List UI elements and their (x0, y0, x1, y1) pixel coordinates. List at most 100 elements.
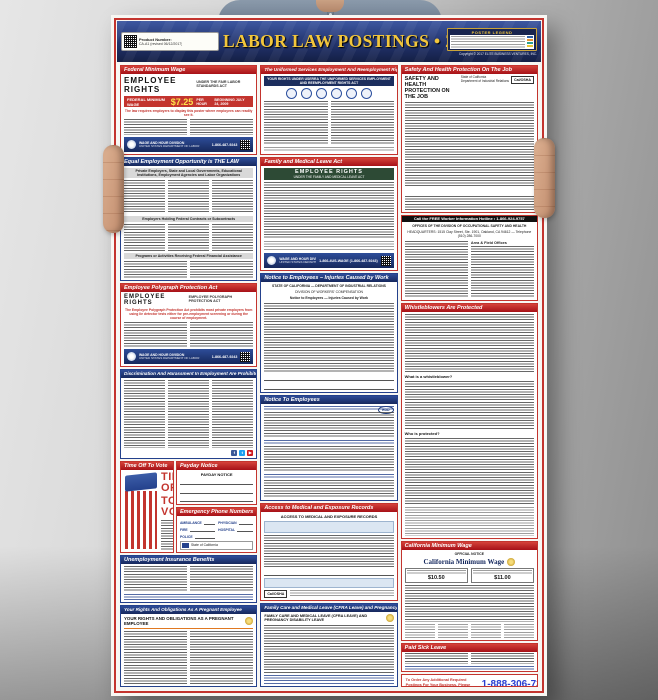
flsa-subtitle: UNDER THE FAIR LABOR STANDARDS ACT (196, 80, 241, 88)
text-lines (406, 570, 466, 575)
dol-seal-icon (127, 140, 136, 149)
area-field-offices-label: Area & Field Offices (470, 240, 507, 245)
text-lines (124, 180, 166, 214)
highlight-box (264, 521, 394, 533)
agency-lines: State of California Department of Indust… (461, 75, 509, 84)
form-line (264, 383, 394, 390)
emergency-label: POLICE (179, 535, 193, 539)
form-line (264, 569, 394, 576)
flag-stripes (125, 491, 157, 549)
footer-dept: UNITED STATES DEPARTMENT OF LABOR (139, 355, 200, 360)
flsa-title-row: EMPLOYEE RIGHTS UNDER THE FAIR LABOR STA… (124, 76, 253, 94)
dol-footer-bar: WAGE AND HOUR DIVISION UNITED STATES DEP… (264, 253, 394, 268)
twitter-icon: t (239, 450, 246, 456)
military-seal-icon (285, 88, 297, 99)
eeo-subheader-financial-assistance: Programs or Activities Receiving Federal… (124, 253, 254, 260)
official-notice-label: OFFICIAL NOTICE (454, 552, 484, 556)
section-header: The Uniformed Services Employment And Re… (261, 66, 397, 74)
text-lines (124, 380, 166, 448)
section-header: Access to Medical and Exposure Records (261, 504, 397, 512)
text-lines (264, 241, 394, 251)
eeo-subheader-private-employers: Private Employers, State and Local Gover… (124, 168, 254, 179)
state-note-box: State of California (179, 541, 254, 550)
form-line (189, 525, 216, 532)
ca-minimum-wage-title: California Minimum Wage (423, 558, 505, 567)
social-icons-row: f t ▶ (124, 450, 254, 456)
form-line (238, 518, 254, 525)
poster-title: LABOR LAW POSTINGS • 2018 (223, 31, 447, 51)
section-order-bar: To Order Any Additional Required Posting… (400, 674, 538, 687)
payday-form-title: PAYDAY NOTICE (200, 472, 233, 477)
text-lines (212, 180, 254, 214)
blue-link-line (404, 666, 534, 670)
order-phone-number: 1-888-306-7377 (481, 679, 537, 687)
fmla-subtitle: UNDER THE FAMILY AND MEDICAL LEAVE ACT (293, 175, 365, 179)
qr-code-icon (380, 255, 391, 266)
form-line (237, 525, 254, 532)
worker-hotline-bar: Call the FREE Worker Information Hotline… (401, 216, 537, 222)
form-line (203, 518, 216, 525)
legend-swatch-yellow (527, 45, 533, 48)
emergency-label: HOSPITAL (218, 528, 236, 532)
legend-swatch-blue (527, 35, 533, 38)
section-california-minimum-wage: California Minimum Wage OFFICIAL NOTICE … (400, 541, 538, 641)
text-lines (451, 35, 525, 48)
text-lines (264, 445, 394, 472)
military-seal-icon (360, 88, 372, 99)
rate-cell-large-employers: $11.00 (470, 568, 534, 584)
state-note-text: State of California (190, 543, 218, 548)
section-header: Family and Medical Leave Act (261, 158, 397, 166)
text-lines (330, 101, 394, 145)
section-employee-polygraph-protection-act: Employee Polygraph Protection Act EMPLOY… (120, 283, 258, 367)
footer-agency: WAGE AND HOUR DIVISION (279, 256, 317, 261)
footer-dept: UNITED STATES DEPARTMENT OF LABOR (139, 143, 200, 148)
section-unemployment-insurance: Unemployment Insurance Benefits (120, 555, 258, 603)
section-header: Federal Minimum Wage (121, 66, 257, 74)
text-lines (168, 180, 210, 214)
text-lines (212, 224, 254, 252)
legend-color-swatches (527, 35, 533, 48)
section-equal-employment-opportunity: Equal Employment Opportunity is THE LAW … (120, 157, 258, 281)
employee-rights-title: EMPLOYEE RIGHTS (124, 76, 177, 94)
text-lines (264, 182, 394, 239)
blue-subhead-lines (264, 406, 394, 410)
text-lines (190, 261, 254, 278)
section-pregnant-employee-rights: Your Rights And Obligations As A Pregnan… (120, 605, 258, 687)
person-neck (316, 0, 344, 12)
text-lines (190, 322, 254, 347)
form-line (264, 374, 394, 381)
state-gold-seal-icon (385, 614, 394, 623)
dol-footer-bar: WAGE AND HOUR DIVISION UNITED STATES DEP… (124, 349, 254, 364)
safety-title: SAFETY AND HEALTH PROTECTION ON THE JOB (404, 76, 450, 100)
text-lines (264, 302, 394, 372)
rate-value: $11.00 (494, 575, 511, 582)
highlight-box (264, 578, 394, 588)
poster-legend-area: POSTER LEGEND Copyright © 2017 ELITE BUS (447, 27, 537, 56)
text-lines (264, 535, 394, 567)
whistleblower-question: Who is protected? (404, 430, 440, 436)
footer-logos-row (264, 147, 394, 152)
orange-subhead-rule (124, 628, 254, 630)
whistleblower-question: What is a whistleblower? (404, 373, 453, 379)
wage-rate-table: $10.50 $11.00 (404, 568, 534, 584)
section-header: Whistleblowers Are Protected (401, 304, 537, 312)
blue-subhead-lines (264, 439, 394, 444)
legend-swatch-teal (527, 41, 533, 45)
section-header: Unemployment Insurance Benefits (121, 556, 257, 564)
to-vote-text: TO VOTE (161, 495, 173, 518)
cal-osha-logo: Cal/OSHA (264, 590, 288, 598)
legend-swatch-orange (527, 38, 533, 41)
blue-subhead-lines (264, 473, 394, 478)
section-edd-notice-to-employees: Notice To Employees EDD (260, 395, 398, 501)
order-instructions: To Order Any Additional Required Posting… (405, 678, 471, 687)
ballot-box-top (125, 472, 157, 492)
text-lines (190, 119, 254, 135)
qr-code-icon (240, 351, 251, 362)
office-phone-list (470, 245, 534, 298)
minimum-wage-rate: $7.25 (170, 96, 194, 107)
footer-dept: UNITED STATES DEPARTMENT OF LABOR (279, 259, 316, 264)
military-seal-icon (315, 88, 327, 99)
text-lines (404, 437, 534, 506)
minimum-wage-label: FEDERAL MINIMUM WAGE (127, 96, 165, 107)
